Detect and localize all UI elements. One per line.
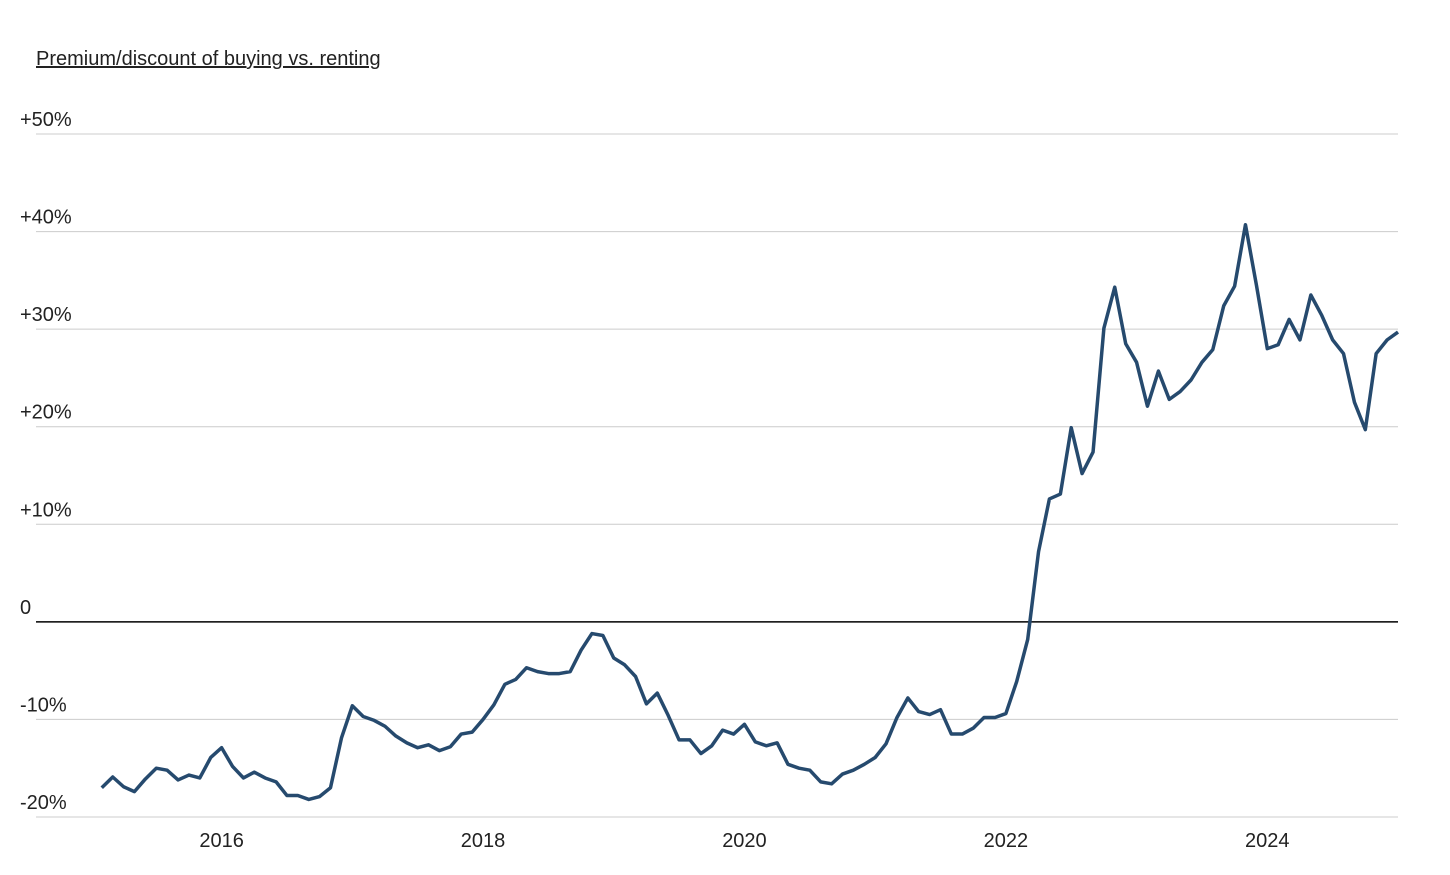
chart-title: Premium/discount of buying vs. renting — [36, 48, 381, 70]
x-tick-label: 2018 — [461, 830, 506, 852]
x-tick-label: 2016 — [199, 830, 244, 852]
y-tick-label: +30% — [20, 304, 72, 326]
x-tick-label: 2024 — [1245, 830, 1290, 852]
x-tick-label: 2022 — [984, 830, 1029, 852]
y-tick-label: +40% — [20, 207, 72, 229]
y-tick-label: -20% — [20, 792, 67, 814]
x-tick-label: 2020 — [722, 830, 767, 852]
line-series — [100, 222, 1400, 802]
y-tick-label: +20% — [20, 402, 72, 424]
y-tick-label: -10% — [20, 694, 67, 716]
y-tick-label: +10% — [20, 499, 72, 521]
y-tick-label: +50% — [20, 109, 72, 131]
y-tick-label: 0 — [20, 597, 31, 619]
